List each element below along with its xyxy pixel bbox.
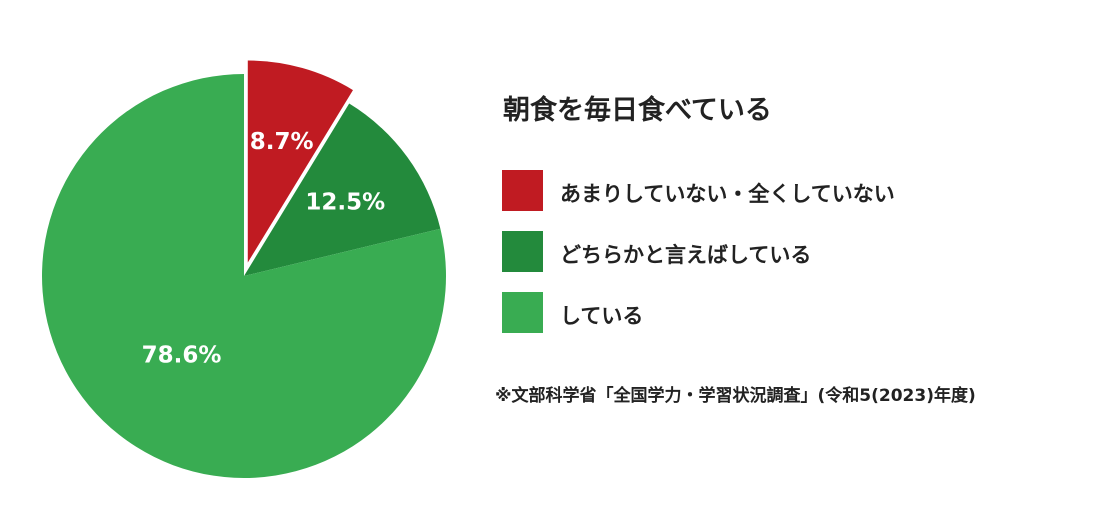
- legend-label-rarely: あまりしていない・全くしていない: [560, 182, 895, 206]
- pie-slice-somewhat: [244, 103, 441, 276]
- pie-slice-yes: [42, 74, 446, 479]
- pie-chart: 8.7% 12.5% 78.6%: [42, 60, 446, 479]
- legend-label-yes: している: [560, 304, 644, 328]
- legend-label-somewhat: どちらかと言えばしている: [560, 243, 812, 267]
- pie-label-rarely: 8.7%: [250, 129, 314, 155]
- pie-label-yes: 78.6%: [142, 342, 222, 368]
- legend-swatch-somewhat: [502, 231, 543, 272]
- legend-swatch-yes: [502, 292, 543, 333]
- pie-slice-rarely: [247, 60, 353, 263]
- legend-swatch-rarely: [502, 170, 543, 211]
- pie-label-somewhat: 12.5%: [305, 189, 385, 215]
- source-note: ※文部科学省「全国学力・学習状況調査」(令和5(2023)年度): [495, 386, 976, 406]
- chart-title: 朝食を毎日食べている: [503, 95, 772, 126]
